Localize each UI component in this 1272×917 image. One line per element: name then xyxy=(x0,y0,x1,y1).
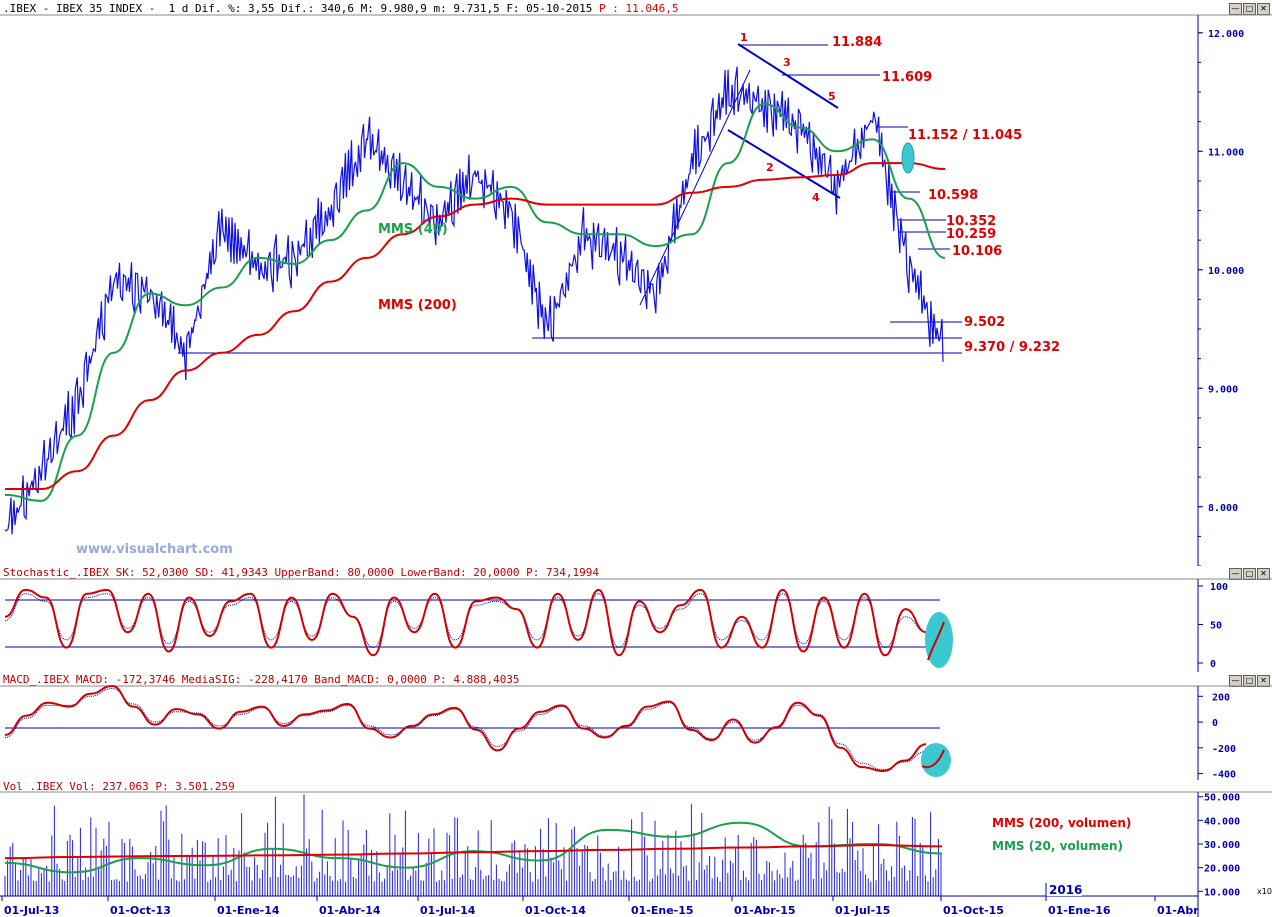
level-label-9370: 9.370 / 9.232 xyxy=(964,340,1060,355)
wave-label-4: 4 xyxy=(812,191,820,204)
x-tick-label: 01-Ene-15 xyxy=(631,904,694,917)
mms200-label: MMS (200) xyxy=(378,298,457,313)
stochastic-chart: 100 50 0 xyxy=(0,578,1272,672)
watermark: www.visualchart.com xyxy=(76,542,233,557)
x-tick-label: 01-Ene-16 xyxy=(1048,904,1111,917)
price-panel[interactable]: .IBEX - IBEX 35 INDEX - 1 d Dif. %: 3,55… xyxy=(0,0,1272,566)
x-tick-label: 01-Jul-13 xyxy=(4,904,59,917)
y-tick-label: 8.000 xyxy=(1208,503,1238,514)
mms200-volume-label: MMS (200, volumen) xyxy=(992,816,1131,830)
x-axis: 01-Jul-13 01-Oct-13 01-Ene-14 01-Abr-14 01-J… xyxy=(1,896,1199,917)
level-label-10259: 10.259 xyxy=(946,227,996,242)
y-tick-label: 10.000 xyxy=(1208,266,1244,277)
y-tick-label: 20.000 xyxy=(1204,864,1240,875)
x-tick-label: 01-Abr-15 xyxy=(734,904,796,917)
wave-labels: 1 2 3 4 5 xyxy=(740,31,836,204)
x-tick-label: 01-Ene-14 xyxy=(217,904,280,917)
stochastic-header: Stochastic_.IBEX SK: 52,0300 SD: 41,9343… xyxy=(3,566,600,579)
macd-panel[interactable]: MACD_.IBEX MACD: -172,3746 MediaSIG: -22… xyxy=(0,672,1272,780)
highlight-ellipse xyxy=(901,142,915,174)
y-tick-label: 11.000 xyxy=(1208,147,1244,158)
macd-signal-line xyxy=(4,688,927,771)
mms20-volume-line xyxy=(4,821,943,874)
y-tick-label: 50 xyxy=(1210,621,1222,632)
channel-upper-line xyxy=(737,43,839,109)
wave-label-3: 3 xyxy=(783,56,791,69)
y-tick-label: 50.000 xyxy=(1204,793,1240,804)
channel-lower-line xyxy=(727,129,841,199)
y-tick-label: 10.000 xyxy=(1204,887,1240,898)
y-tick-label: 40.000 xyxy=(1204,816,1240,827)
x-tick-label: 01-Oct-13 xyxy=(110,904,171,917)
y-tick-label: 0 xyxy=(1212,718,1218,729)
volume-chart: 50.000 40.000 30.000 20.000 10.000 MMS (200,… xyxy=(0,791,1272,917)
stochastic-y-axis: 100 50 0 xyxy=(1198,582,1228,670)
y-tick-label: -400 xyxy=(1212,770,1236,780)
y-tick-label: 9.000 xyxy=(1208,384,1238,395)
macd-header: MACD_.IBEX MACD: -172,3746 MediaSIG: -22… xyxy=(3,673,520,686)
price-chart: 12.000 11.000 10.000 9.000 8.000 11.884 11.6… xyxy=(0,14,1272,566)
mms20-volume-label: MMS (20, volumen) xyxy=(992,839,1123,853)
wave-label-5: 5 xyxy=(828,90,836,103)
volume-y-axis: 50.000 40.000 30.000 20.000 10.000 xyxy=(1198,793,1240,898)
macd-y-axis: 200 0 -200 -400 xyxy=(1198,692,1236,780)
x-tick-label: 01-Oct-15 xyxy=(943,904,1004,917)
y-tick-label: 200 xyxy=(1212,692,1230,703)
mms200-volume-line xyxy=(4,844,943,860)
price-line xyxy=(4,66,944,535)
y-tick-label: 100 xyxy=(1210,582,1228,593)
level-label-9502: 9.502 xyxy=(964,315,1005,330)
macd-line xyxy=(4,684,927,772)
price-y-axis: 12.000 11.000 10.000 9.000 8.000 xyxy=(1198,29,1244,566)
year-label: 2016 xyxy=(1049,883,1082,897)
x-tick-label: 01-Oct-14 xyxy=(525,904,586,917)
x-tick-label: 01-Abr xyxy=(1157,904,1199,917)
mms40-line xyxy=(4,102,946,502)
mms40-label: MMS (40) xyxy=(378,222,448,237)
level-label-11609: 11.609 xyxy=(882,70,932,85)
wave-label-2: 2 xyxy=(766,161,774,174)
wave-label-1: 1 xyxy=(740,31,748,44)
level-label-11884: 11.884 xyxy=(832,35,882,50)
x-tick-label: 01-Abr-14 xyxy=(319,904,381,917)
x-tick-label: 01-Jul-15 xyxy=(835,904,890,917)
level-labels: 11.884 11.609 11.152 / 11.045 10.598 10.… xyxy=(832,35,1060,355)
macd-chart: 200 0 -200 -400 xyxy=(0,684,1272,780)
highlight-ellipse xyxy=(921,743,951,777)
level-label-10352: 10.352 xyxy=(946,214,996,229)
level-label-10106: 10.106 xyxy=(952,244,1002,259)
volume-header: Vol_.IBEX Vol: 237.063 P: 3.501.259 xyxy=(3,780,235,793)
y-tick-label: 30.000 xyxy=(1204,840,1240,851)
highlight-ellipse xyxy=(925,612,953,668)
y-tick-label: 12.000 xyxy=(1208,29,1244,40)
price-header: .IBEX - IBEX 35 INDEX - 1 d Dif. %: 3,55… xyxy=(3,2,679,15)
level-label-10598: 10.598 xyxy=(928,188,978,203)
stochastic-panel[interactable]: Stochastic_.IBEX SK: 52,0300 SD: 41,9343… xyxy=(0,566,1272,672)
stochastic-window-buttons: — □ ✕ xyxy=(1229,568,1270,580)
y-tick-label: -200 xyxy=(1212,744,1236,755)
mms200-line xyxy=(5,162,946,490)
sk-line xyxy=(4,588,927,657)
volume-panel[interactable]: Vol_.IBEX Vol: 237.063 P: 3.501.259 50.0… xyxy=(0,780,1272,917)
scale-factor-label: x10 xyxy=(1257,887,1272,896)
x-tick-label: 01-Jul-14 xyxy=(420,904,476,917)
level-label-11152: 11.152 / 11.045 xyxy=(908,128,1022,143)
y-tick-label: 0 xyxy=(1210,659,1216,670)
